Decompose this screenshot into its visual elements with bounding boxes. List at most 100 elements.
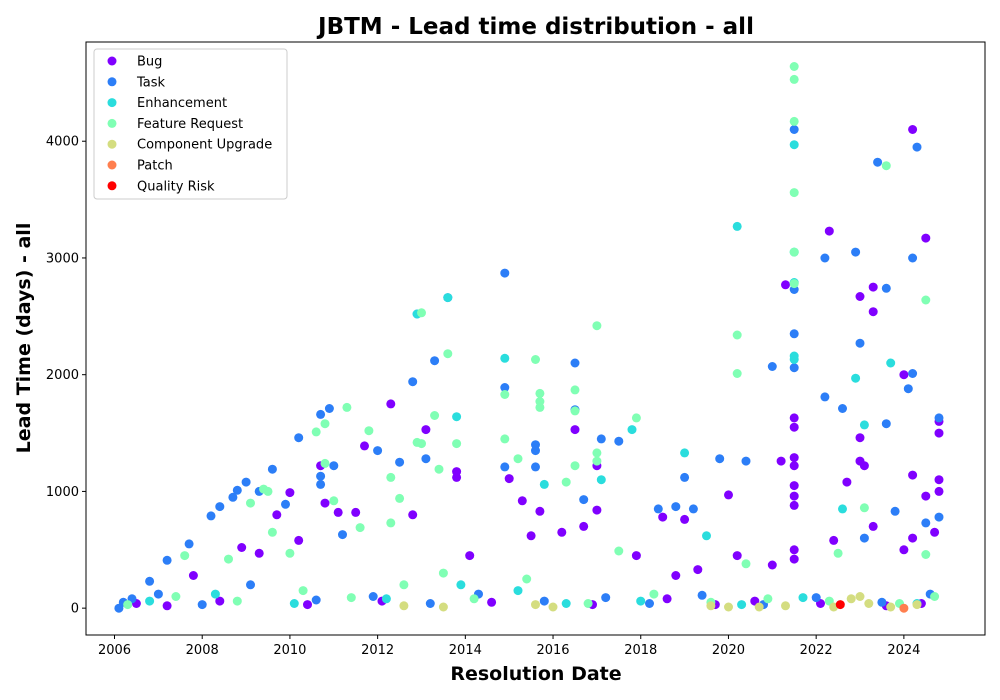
point-component-upgrade (855, 592, 865, 601)
point-task (653, 504, 663, 514)
point-feature-request (285, 548, 295, 558)
point-component-upgrade (706, 601, 716, 611)
point-bug (360, 441, 369, 451)
point-task (311, 595, 321, 605)
legend-marker (107, 77, 117, 87)
point-task (881, 419, 891, 429)
point-feature-request (171, 592, 181, 601)
legend-marker (107, 139, 117, 149)
point-enhancement (789, 140, 799, 150)
legend-label: Task (136, 75, 166, 90)
point-feature-request (592, 456, 602, 466)
point-component-upgrade (399, 601, 409, 611)
point-feature-request (386, 472, 396, 482)
point-feature-request (732, 369, 742, 378)
point-component-upgrade (846, 594, 856, 604)
point-feature-request (346, 593, 356, 603)
point-enhancement (210, 589, 220, 599)
point-bug (579, 521, 589, 531)
point-task (425, 599, 435, 608)
point-bug (680, 514, 690, 524)
point-task (246, 580, 255, 590)
y-tick-label: 1000 (46, 485, 79, 500)
point-feature-request (386, 518, 396, 528)
point-task (228, 492, 238, 502)
point-task (206, 511, 216, 521)
point-bug (855, 433, 865, 443)
point-feature-request (267, 527, 277, 537)
point-task (430, 356, 440, 366)
point-task (903, 384, 913, 394)
legend-label: Component Upgrade (137, 138, 272, 153)
point-task (881, 283, 891, 293)
point-bug (732, 551, 742, 561)
point-bug (908, 125, 918, 134)
point-bug (859, 461, 869, 471)
point-task (645, 599, 654, 608)
point-bug (824, 226, 834, 236)
point-feature-request (320, 458, 330, 468)
point-bug (408, 510, 418, 520)
legend-label: Patch (137, 159, 173, 174)
point-bug (237, 543, 247, 552)
point-feature-request (443, 349, 453, 359)
point-bug (908, 470, 918, 480)
point-enhancement (513, 586, 523, 596)
point-enhancement (539, 479, 549, 489)
point-bug (921, 491, 931, 501)
point-bug (535, 506, 545, 516)
point-enhancement (859, 420, 869, 430)
point-feature-request (592, 321, 602, 331)
point-enhancement (596, 475, 606, 485)
point-feature-request (535, 402, 545, 412)
legend-marker (107, 181, 117, 191)
point-task (873, 157, 883, 167)
x-tick-label: 2016 (536, 643, 569, 658)
point-task (855, 338, 865, 348)
legend-label: Feature Request (137, 117, 243, 132)
point-bug (789, 453, 799, 463)
x-axis: 2006 2008 2010 2012 2014 2016 2018 2020 2022 2024 (98, 635, 920, 658)
point-feature-request (583, 599, 593, 608)
point-bug (303, 600, 312, 610)
point-feature-request (500, 434, 510, 444)
point-task (697, 590, 707, 600)
point-feature-request (180, 551, 190, 561)
point-feature-request (430, 411, 440, 420)
point-task (741, 456, 751, 466)
point-feature-request (395, 493, 405, 503)
point-task (500, 383, 510, 392)
point-task (368, 592, 378, 601)
point-task (408, 377, 418, 387)
y-axis: 0 1000 2000 3000 4000 (46, 135, 86, 617)
point-bug (333, 507, 343, 517)
point-bug (789, 413, 799, 423)
point-bug (294, 535, 304, 545)
point-feature-request (535, 388, 545, 398)
point-enhancement (732, 221, 742, 231)
point-feature-request (859, 503, 869, 513)
point-feature-request (631, 413, 641, 423)
point-task (680, 472, 690, 482)
point-bug (452, 472, 462, 482)
point-feature-request (513, 454, 523, 464)
point-feature-request (263, 486, 273, 496)
point-bug (504, 474, 514, 484)
point-feature-request (921, 550, 931, 559)
point-bug (789, 500, 799, 510)
point-task (570, 358, 580, 368)
point-feature-request (570, 461, 580, 471)
point-task (859, 533, 869, 543)
point-enhancement (561, 599, 571, 608)
legend-marker (107, 118, 117, 128)
point-feature-request (789, 247, 799, 257)
point-bug (658, 512, 668, 522)
point-enhancement (636, 596, 646, 606)
y-tick-label: 3000 (46, 251, 79, 266)
point-feature-request (417, 308, 426, 318)
point-feature-request (123, 600, 133, 610)
point-bug (855, 292, 865, 301)
point-task (329, 461, 339, 471)
y-tick-label: 2000 (46, 368, 79, 383)
point-feature-request (570, 385, 580, 395)
